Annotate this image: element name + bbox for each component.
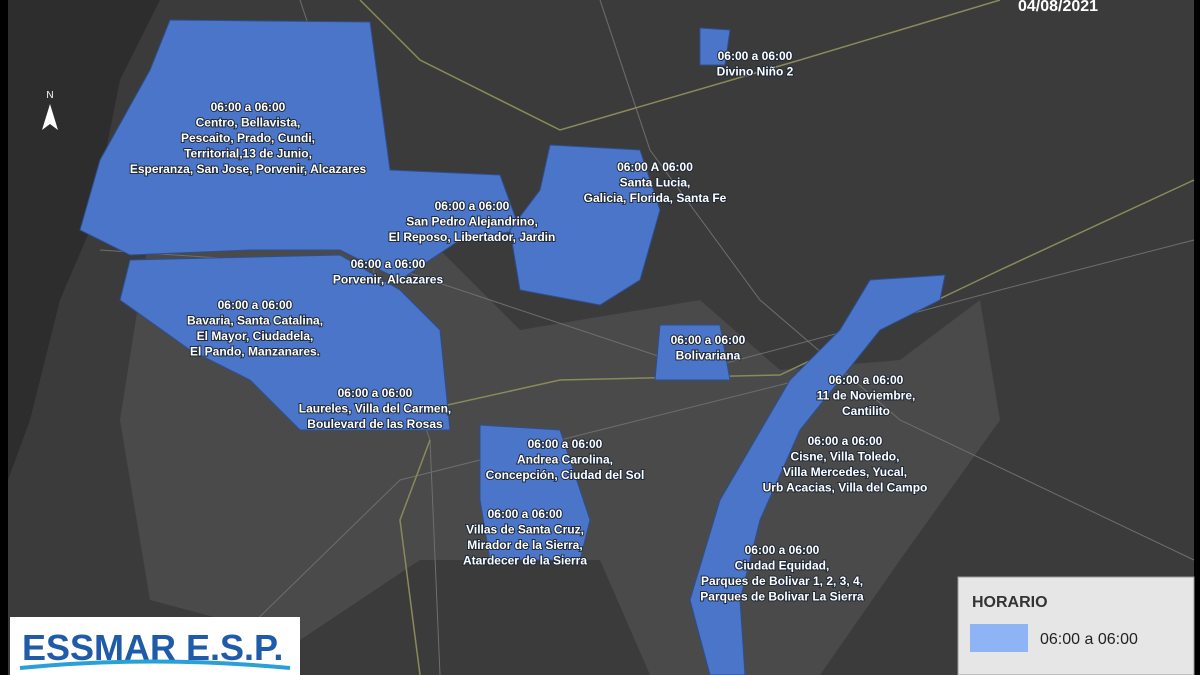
zone-neighborhoods: Concepción, Ciudad del Sol — [486, 468, 645, 482]
zone-schedule: 06:00 a 06:00 — [211, 100, 286, 114]
zone-schedule: 06:00 a 06:00 — [745, 543, 820, 557]
zone-schedule: 06:00 a 06:00 — [488, 507, 563, 521]
zone-neighborhoods: Laureles, Villa del Carmen, — [299, 402, 452, 416]
zone-neighborhoods: 11 de Noviembre, — [817, 389, 916, 403]
legend-swatch — [970, 624, 1028, 652]
service-zones — [79, 19, 946, 675]
zone-neighborhoods: Villa Mercedes, Yucal, — [783, 465, 907, 479]
logo-wave — [19, 659, 291, 670]
zone-neighborhoods: Villas de Santa Cruz, — [466, 523, 584, 537]
north-arrow-icon — [42, 104, 58, 130]
zone-schedule: 06:00 a 06:00 — [808, 434, 883, 448]
zone-schedule: 06:00 a 06:00 — [218, 298, 293, 312]
legend-entry: 06:00 a 06:00 — [1040, 631, 1138, 648]
zone-neighborhoods: Cisne, Villa Toledo, — [791, 450, 900, 464]
zone-neighborhoods: El Reposo, Libertador, Jardin — [389, 230, 556, 244]
zone-schedule: 06:00 a 06:00 — [435, 199, 510, 213]
zone-neighborhoods: Bolivariana — [676, 349, 741, 363]
zone-neighborhoods: El Mayor, Ciudadela, — [197, 329, 314, 343]
logo: ESSMAR E.S.P. — [10, 617, 300, 675]
zone-neighborhoods: Ciudad Equidad, — [735, 559, 830, 573]
zone-neighborhoods: Porvenir, Alcazares — [333, 273, 444, 287]
zone-east-corridor — [689, 274, 946, 675]
zone-neighborhoods: Galicia, Florida, Santa Fe — [584, 191, 727, 205]
zone-neighborhoods: Urb Acacias, Villa del Campo — [763, 481, 928, 495]
zone-neighborhoods: Centro, Bellavista, — [196, 116, 301, 130]
zone-santa-lucia — [509, 144, 661, 306]
zone-neighborhoods: Parques de Bolivar 1, 2, 3, 4, — [701, 574, 863, 588]
date: 04/08/2021 — [1018, 0, 1098, 15]
legend-title: HORARIO — [972, 594, 1048, 611]
zone-bolivariana — [654, 324, 731, 381]
zone-schedule: 06:00 A 06:00 — [617, 160, 693, 174]
zone-neighborhoods: Parques de Bolivar La Sierra — [700, 590, 864, 604]
zone-neighborhoods: Cantilito — [842, 404, 890, 418]
zone-bavaria — [119, 254, 451, 431]
legend: HORARIO 06:00 a 06:00 — [957, 576, 1195, 675]
zone-neighborhoods: San Pedro Alejandrino, — [406, 215, 538, 229]
zone-neighborhoods: Boulevard de las Rosas — [307, 417, 443, 431]
north-arrow: N — [42, 90, 58, 130]
north-label: N — [46, 90, 53, 101]
zone-neighborhoods: Bavaria, Santa Catalina, — [187, 314, 323, 328]
zone-neighborhoods: Mirador de la Sierra, — [467, 538, 582, 552]
zone-schedule: 06:00 a 06:00 — [528, 437, 603, 451]
zone-divino-nino — [699, 27, 731, 66]
zone-schedule: 06:00 a 06:00 — [351, 257, 426, 271]
zone-neighborhoods: Esperanza, San Jose, Porvenir, Alcazares — [130, 162, 367, 176]
zone-neighborhoods: Santa Lucia, — [620, 176, 691, 190]
zone-neighborhoods: Pescaito, Prado, Cundi, — [181, 131, 315, 145]
zone-schedule: 06:00 a 06:00 — [338, 386, 413, 400]
zone-neighborhoods: Territorial,13 de Junio, — [184, 147, 312, 161]
zone-neighborhoods: Divino Niño 2 — [717, 65, 794, 79]
zone-schedule: 06:00 a 06:00 — [671, 333, 746, 347]
zone-schedule: 06:00 a 06:00 — [718, 49, 793, 63]
zone-centro — [79, 19, 521, 281]
zone-neighborhoods: Atardecer de la Sierra — [463, 554, 587, 568]
zone-labels: 06:00 a 06:00 Divino Niño 2 06:00 a 06:00 C… — [129, 48, 929, 605]
zone-neighborhoods: Andrea Carolina, — [517, 453, 613, 467]
zone-schedule: 06:00 a 06:00 — [829, 373, 904, 387]
zone-andrea-carolina — [479, 424, 591, 561]
zone-neighborhoods: El Pando, Manzanares. — [190, 345, 320, 359]
